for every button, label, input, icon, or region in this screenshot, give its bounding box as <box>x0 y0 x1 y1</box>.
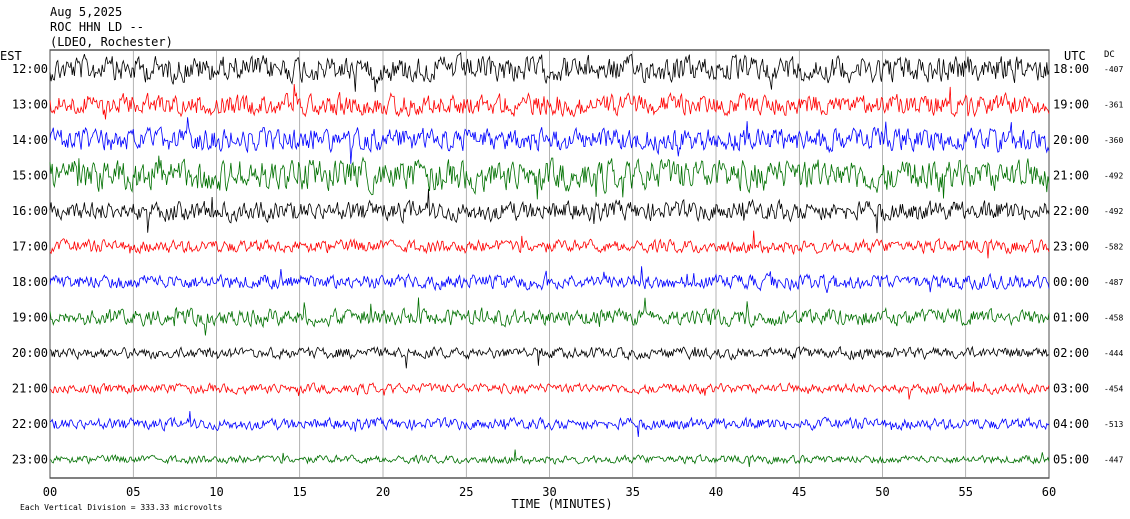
dc-offset-label: -513 <box>1104 420 1123 429</box>
dc-offset-label: -407 <box>1104 65 1123 74</box>
trace-rows <box>49 51 1050 468</box>
utc-time-label: 23:00 <box>1053 240 1089 254</box>
x-tick-label-10: 10 <box>209 485 223 499</box>
utc-time-label: 04:00 <box>1053 417 1089 431</box>
trace-row-1700 <box>49 230 1050 259</box>
trace-row-1200 <box>49 51 1050 93</box>
est-time-label: 22:00 <box>12 417 48 431</box>
utc-time-label: 03:00 <box>1053 382 1089 396</box>
est-time-label: 16:00 <box>12 204 48 218</box>
right-zone-label: UTC <box>1064 49 1086 63</box>
grid-lines <box>49 50 1050 478</box>
est-time-label: 12:00 <box>12 62 48 76</box>
dc-offset-label: -582 <box>1104 243 1123 252</box>
trace-row-2200 <box>49 411 1050 437</box>
x-axis-label: TIME (MINUTES) <box>511 497 612 511</box>
trace-row-2100 <box>49 381 1050 400</box>
utc-time-label: 02:00 <box>1053 346 1089 360</box>
dc-offset-label: -454 <box>1104 385 1123 394</box>
x-tick-label-55: 55 <box>959 485 973 499</box>
dc-offset-label: -447 <box>1104 456 1123 465</box>
utc-time-label: 20:00 <box>1053 133 1089 147</box>
left-zone-label: EST <box>0 49 22 63</box>
est-time-label: 17:00 <box>12 240 48 254</box>
trace-row-1400 <box>49 117 1050 164</box>
trace-row-1300 <box>49 83 1050 120</box>
est-time-label: 23:00 <box>12 453 48 467</box>
dc-label: DC <box>1104 50 1115 60</box>
est-time-label: 20:00 <box>12 346 48 360</box>
x-axis-ticks: 00 05 10 15 20 25 30 35 40 45 50 55 60 <box>43 485 1056 499</box>
utc-time-label: 21:00 <box>1053 169 1089 183</box>
dc-offset-label: -458 <box>1104 314 1123 323</box>
trace-row-1800 <box>49 266 1050 294</box>
row-labels: 12:00 18:00 -407 13:00 19:00 -361 14:00 20:00 -3… <box>12 62 1124 467</box>
dc-offset-label: -487 <box>1104 278 1123 287</box>
x-tick-label-40: 40 <box>709 485 723 499</box>
x-tick-label-45: 45 <box>792 485 806 499</box>
utc-time-label: 18:00 <box>1053 62 1089 76</box>
x-tick-label-50: 50 <box>875 485 889 499</box>
utc-time-label: 22:00 <box>1053 204 1089 218</box>
trace-row-1600 <box>49 188 1050 234</box>
x-tick-label-20: 20 <box>376 485 390 499</box>
est-time-label: 14:00 <box>12 133 48 147</box>
x-tick-label-60: 60 <box>1042 485 1056 499</box>
trace-row-2000 <box>49 345 1050 369</box>
utc-time-label: 05:00 <box>1053 453 1089 467</box>
est-time-label: 13:00 <box>12 98 48 112</box>
est-time-label: 15:00 <box>12 169 48 183</box>
trace-row-2300 <box>49 449 1050 468</box>
x-tick-label-30: 30 <box>542 485 556 499</box>
x-tick-label-15: 15 <box>293 485 307 499</box>
footer-note: Each Vertical Division = 333.33 microvol… <box>20 503 222 512</box>
network-label: (LDEO, Rochester) <box>50 35 173 49</box>
dc-offset-label: -444 <box>1104 349 1123 358</box>
utc-time-label: 00:00 <box>1053 275 1089 289</box>
utc-time-label: 19:00 <box>1053 98 1089 112</box>
est-time-label: 21:00 <box>12 382 48 396</box>
date-label: Aug 5,2025 <box>50 5 122 19</box>
x-tick-label-35: 35 <box>626 485 640 499</box>
station-label: ROC HHN LD -- <box>50 20 144 34</box>
dc-offset-label: -492 <box>1104 207 1123 216</box>
dc-offset-label: -361 <box>1104 101 1123 110</box>
est-time-label: 19:00 <box>12 311 48 325</box>
x-tick-label-05: 05 <box>126 485 140 499</box>
utc-time-label: 01:00 <box>1053 311 1089 325</box>
trace-row-1900 <box>49 297 1050 336</box>
dc-offset-label: -492 <box>1104 172 1123 181</box>
dc-offset-label: -360 <box>1104 136 1123 145</box>
x-tick-label-25: 25 <box>459 485 473 499</box>
trace-row-1500 <box>49 155 1050 200</box>
x-tick-label-00: 00 <box>43 485 57 499</box>
est-time-label: 18:00 <box>12 275 48 289</box>
